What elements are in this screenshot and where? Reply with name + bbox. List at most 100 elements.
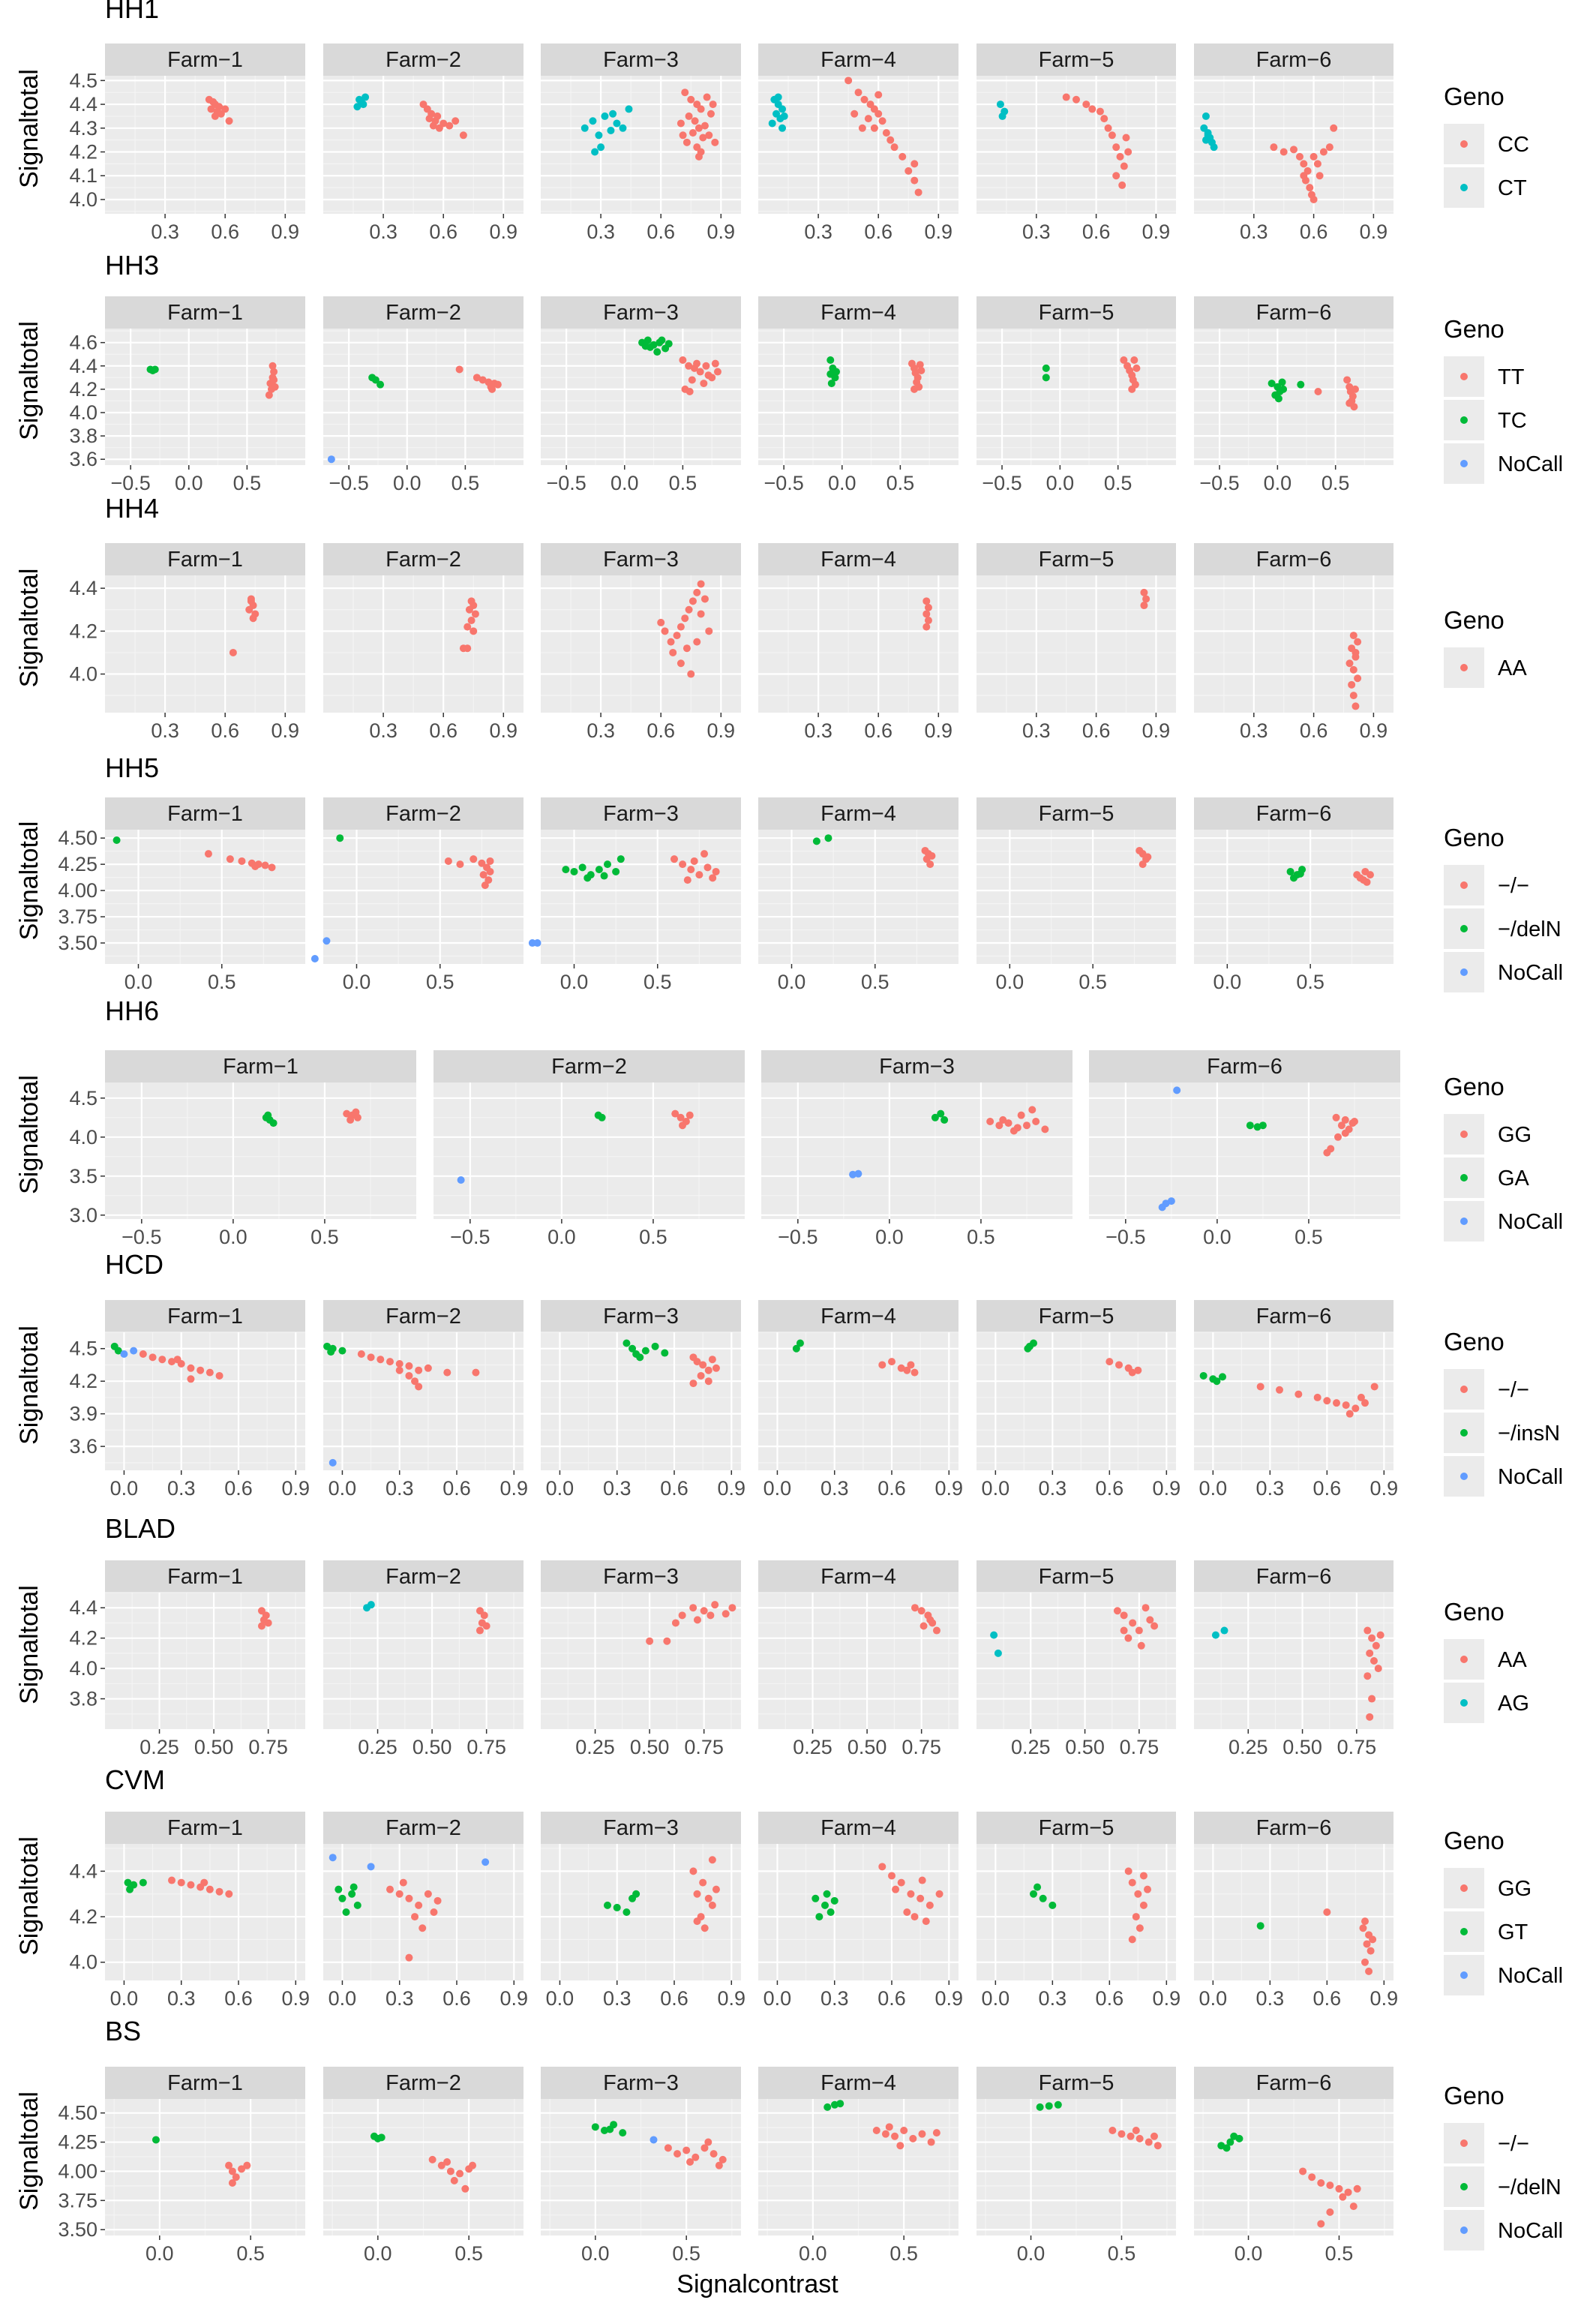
- x-tick-label: 0.5: [452, 472, 480, 494]
- data-point: [1325, 143, 1334, 152]
- y-axis-title: Signaltotal: [15, 569, 44, 688]
- data-point: [1048, 1901, 1057, 1909]
- data-point: [1256, 1383, 1264, 1391]
- data-point: [425, 115, 434, 123]
- y-tick-label: 4.2: [69, 1905, 98, 1928]
- facet-strip-label: Farm−6: [1256, 301, 1332, 325]
- x-tick-label: 0.0: [1199, 1477, 1228, 1500]
- data-point: [669, 648, 677, 656]
- x-tick-label: 0.0: [1199, 1987, 1228, 2010]
- facet-strip-label: Farm−4: [820, 2071, 896, 2095]
- data-point: [619, 124, 627, 132]
- facet-strip-label: Farm−3: [879, 1055, 955, 1079]
- facet-strip: [105, 1560, 305, 1593]
- x-tick-label: 0.0: [875, 1226, 904, 1248]
- data-point: [249, 614, 257, 623]
- x-tick-label: 0.0: [610, 472, 639, 494]
- data-point: [815, 1913, 824, 1921]
- data-point: [886, 136, 895, 144]
- data-point: [679, 1121, 686, 1130]
- legend-title: Geno: [1444, 824, 1504, 851]
- y-tick-label: 4.0: [69, 1951, 98, 1974]
- point-series: [1030, 1883, 1057, 1909]
- panel-background: [1089, 1082, 1400, 1219]
- data-point: [1039, 1894, 1047, 1902]
- data-point: [1323, 1908, 1331, 1916]
- data-point: [1129, 1619, 1137, 1627]
- legend-label: NoCall: [1498, 2219, 1563, 2243]
- data-point: [1370, 1657, 1378, 1665]
- legend-label: NoCall: [1498, 452, 1563, 476]
- data-point: [676, 659, 685, 668]
- data-point: [1135, 1626, 1143, 1635]
- x-tick-label: 0.3: [151, 221, 179, 243]
- data-point: [1290, 146, 1298, 154]
- x-tick-label: 0.0: [548, 1226, 576, 1248]
- data-point: [371, 376, 380, 384]
- data-point: [415, 1366, 423, 1374]
- point-series: [996, 101, 1009, 120]
- point-series: [650, 2136, 658, 2144]
- x-tick-label: 0.3: [820, 1987, 849, 2010]
- data-point: [664, 340, 673, 348]
- data-point: [885, 2123, 893, 2131]
- y-tick-label: 3.50: [58, 2218, 98, 2241]
- facet-strip: [976, 1812, 1176, 1844]
- data-point: [1337, 1121, 1346, 1130]
- data-point: [597, 143, 605, 152]
- data-point: [139, 1878, 147, 1887]
- data-point: [1339, 2193, 1347, 2201]
- data-point: [457, 1176, 465, 1184]
- x-tick-label: 0.9: [1360, 719, 1388, 742]
- data-point: [686, 1111, 694, 1119]
- data-point: [472, 374, 481, 382]
- facet-strip: [758, 1300, 958, 1332]
- data-point: [465, 605, 473, 614]
- data-point: [1072, 95, 1080, 104]
- data-point: [1313, 160, 1322, 168]
- data-point: [678, 1611, 686, 1620]
- y-tick-label: 4.4: [69, 577, 98, 599]
- point-series: [204, 850, 276, 872]
- data-point: [1374, 1665, 1382, 1673]
- data-point: [1306, 184, 1314, 192]
- x-tick-label: 0.3: [151, 719, 179, 742]
- legend-label: TC: [1498, 409, 1527, 433]
- data-point: [114, 1347, 122, 1355]
- data-point: [697, 1371, 705, 1380]
- data-point: [1280, 148, 1288, 156]
- data-point: [1352, 702, 1360, 710]
- x-tick-label: 0.6: [1082, 719, 1111, 742]
- point-series: [168, 1876, 233, 1898]
- data-point: [858, 124, 866, 132]
- facet-strip: [323, 1560, 524, 1593]
- data-point: [710, 2150, 718, 2158]
- y-tick-label: 3.6: [69, 1435, 98, 1458]
- facet-panel: Farm−4 0.3 0.6 0.9: [758, 44, 958, 243]
- data-point: [1323, 1397, 1331, 1405]
- y-axis-title: Signaltotal: [15, 69, 44, 188]
- data-point: [1366, 1947, 1375, 1955]
- data-point: [641, 1347, 650, 1355]
- data-point: [916, 361, 924, 369]
- x-tick-label: 0.3: [1240, 221, 1268, 243]
- data-point: [1316, 172, 1324, 180]
- facet-panel: Farm−4 0.0 0.3 0.6 0.9: [758, 1300, 963, 1500]
- data-point: [328, 1458, 337, 1467]
- x-tick-label: 0.5: [1108, 2242, 1136, 2265]
- facet-strip: [1194, 44, 1394, 76]
- facet-strip: [758, 44, 958, 76]
- legend-marker: [1460, 1218, 1468, 1225]
- data-point: [1211, 1631, 1220, 1639]
- panel-background: [105, 329, 305, 465]
- data-point: [1213, 1377, 1221, 1386]
- data-point: [704, 2138, 712, 2146]
- x-tick-label: 0.0: [146, 2242, 174, 2265]
- facet-strip-label: Farm−3: [603, 548, 679, 572]
- panel-background: [105, 1332, 305, 1470]
- x-tick-label: 0.5: [886, 472, 915, 494]
- data-point: [778, 124, 787, 132]
- data-point: [676, 623, 685, 631]
- data-point: [148, 1353, 157, 1362]
- data-point: [126, 1885, 134, 1893]
